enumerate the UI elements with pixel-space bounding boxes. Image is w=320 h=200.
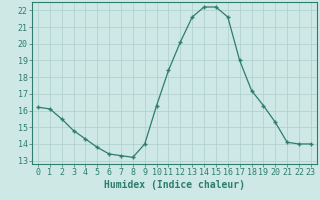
X-axis label: Humidex (Indice chaleur): Humidex (Indice chaleur) (104, 180, 245, 190)
